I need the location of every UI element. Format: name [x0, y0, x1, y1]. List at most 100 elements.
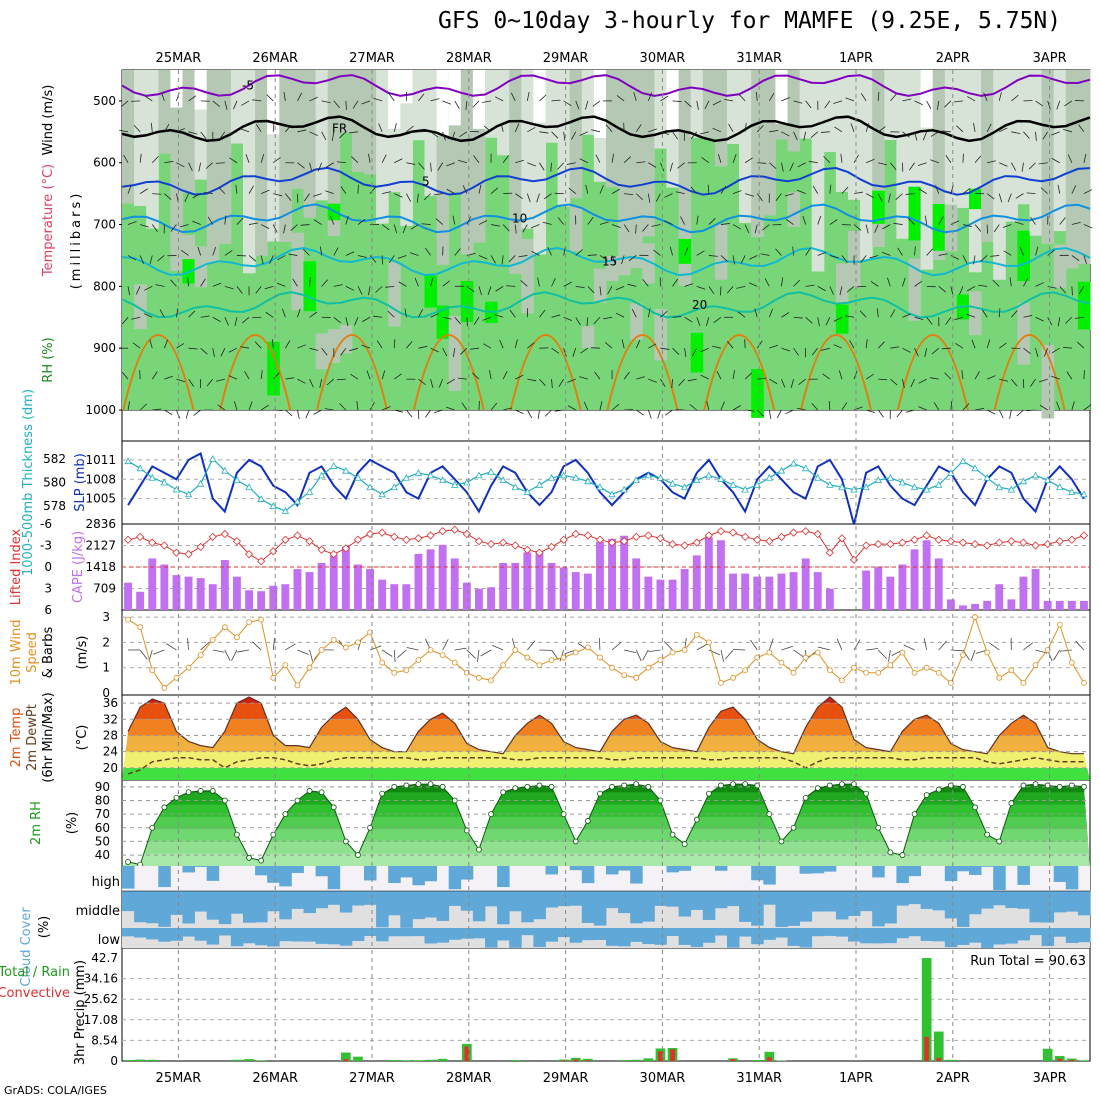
- cape-bar: [789, 572, 798, 610]
- wind-barb: [388, 255, 395, 264]
- cloud-cell: [1005, 891, 1018, 909]
- wind-barb: [623, 224, 630, 233]
- wind-barb: [212, 100, 220, 107]
- cloud-ylabel-group: Cloud Cover: [19, 907, 34, 987]
- precip-conv-bar: [936, 1058, 942, 1061]
- wind-speed-point: [318, 647, 325, 653]
- rh-patch: [351, 70, 365, 172]
- wind-barb: [878, 162, 888, 166]
- wind-barb: [680, 216, 686, 225]
- wind-barb: [472, 100, 480, 108]
- wind-barb: [599, 286, 602, 296]
- wind-barb: [406, 409, 413, 418]
- wind-barb: [935, 185, 940, 194]
- temp-line: [127, 696, 1084, 755]
- wind-barb: [1021, 162, 1024, 172]
- rh-point: [947, 782, 954, 789]
- cape-bar: [886, 576, 895, 610]
- wind10m-barb: [696, 643, 708, 651]
- wind-barb: [285, 377, 295, 380]
- thickness-point: [596, 483, 604, 491]
- wind-barb: [696, 317, 701, 326]
- thickness-point: [898, 478, 907, 486]
- cape-bar: [354, 564, 362, 610]
- wind-barb: [623, 156, 632, 164]
- wind-barb: [1083, 224, 1093, 229]
- wind-barb: [817, 215, 822, 225]
- cloud-cell: [230, 928, 244, 947]
- wind-barb: [300, 224, 310, 226]
- wind-barb: [276, 282, 286, 287]
- thickness-point: [935, 481, 943, 488]
- thickness-point: [874, 476, 882, 484]
- wind-speed-point: [754, 654, 761, 661]
- wind10m-barb: [231, 649, 238, 661]
- cape-bar: [583, 573, 592, 610]
- wind-barb: [764, 278, 770, 287]
- wind-barb: [631, 309, 637, 318]
- rh-patch: [460, 70, 474, 255]
- wind-speed-point: [536, 662, 543, 669]
- wind-barb: [212, 282, 222, 287]
- wind-barb: [228, 131, 238, 135]
- wind-barb: [918, 378, 927, 384]
- rh-patch: [291, 70, 304, 190]
- wind-barb: [362, 126, 371, 133]
- rh-patch: [400, 70, 413, 226]
- wind-speed-point: [137, 624, 144, 631]
- thickness-point: [317, 471, 326, 479]
- temp-unit-group: (°C): [75, 725, 90, 751]
- li-point: [486, 539, 496, 549]
- wind10m-barb: [970, 649, 976, 662]
- wind-barb: [689, 404, 698, 411]
- wind-barb: [176, 343, 185, 349]
- cape-bar: [148, 558, 157, 610]
- thickness-point: [632, 476, 640, 484]
- wind-barb: [236, 217, 244, 225]
- wind-speed-point: [403, 667, 410, 674]
- precip-total-bar: [135, 1059, 145, 1061]
- wind-barb: [664, 409, 673, 416]
- wind-barb: [870, 280, 879, 287]
- cloud-cell: [424, 928, 437, 944]
- li-point: [753, 535, 762, 544]
- wind-barb: [430, 347, 439, 353]
- cape-bar: [366, 569, 374, 610]
- wind-barb: [164, 409, 173, 415]
- cloud-cell: [860, 891, 873, 912]
- wind-barb: [200, 315, 210, 318]
- wind-barb: [260, 404, 269, 411]
- wind-barb: [340, 347, 347, 356]
- wind-barb: [712, 345, 722, 349]
- cloud-cell: [134, 928, 147, 938]
- cloud-cell: [351, 928, 365, 941]
- precip-total-bar: [933, 1031, 944, 1061]
- wind-barb: [430, 98, 440, 102]
- date-label-bottom: 28MAR: [446, 1071, 492, 1086]
- wind-barb: [585, 184, 589, 194]
- wind-barb: [339, 131, 347, 139]
- cloud-cell: [908, 891, 921, 905]
- wind-barb: [120, 100, 129, 108]
- date-label-top: 31MAR: [736, 51, 782, 66]
- wind-barb: [793, 279, 801, 287]
- wind-barb: [515, 193, 523, 200]
- wind-barb: [151, 371, 158, 380]
- cloud-cell: [230, 891, 244, 914]
- cloud-cell: [1065, 891, 1079, 912]
- wind-barb: [563, 348, 567, 357]
- wind-barb: [1078, 286, 1085, 295]
- wind-barb: [953, 100, 963, 103]
- wind-barb: [684, 316, 693, 323]
- wind-barb: [781, 347, 791, 352]
- rh-point: [766, 811, 773, 818]
- wind-barb: [176, 378, 186, 383]
- wind-barb: [176, 128, 185, 133]
- wind10m-barb: [611, 641, 622, 651]
- wind-barb: [433, 409, 443, 414]
- wind-ylabel: Wind (m/s): [41, 85, 56, 156]
- wind-barb: [180, 249, 189, 256]
- wind-speed-point: [367, 629, 373, 636]
- wind-barb: [454, 248, 461, 256]
- wind-barb: [950, 220, 960, 225]
